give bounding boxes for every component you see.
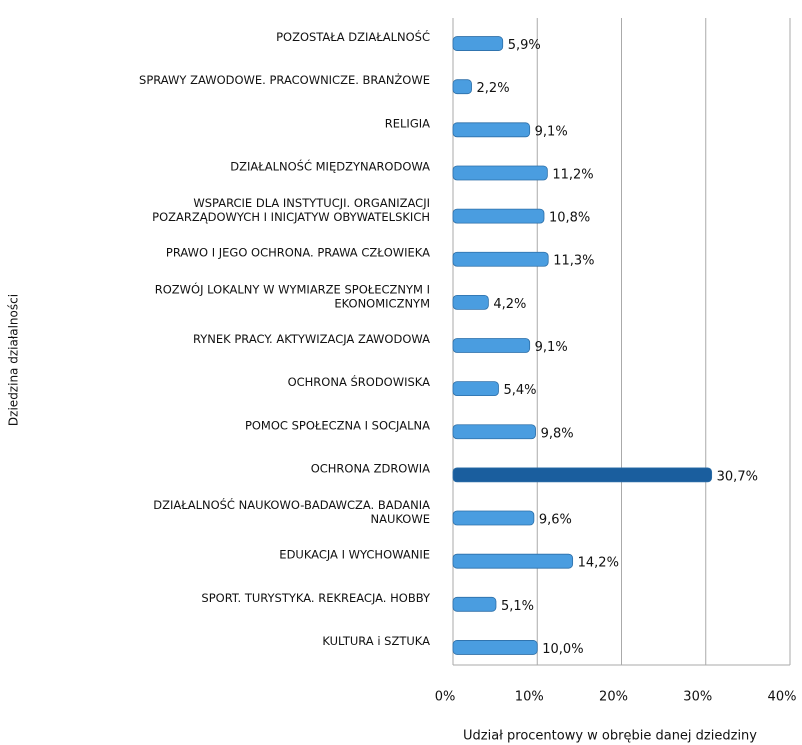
y-tick-label: WSPARCIE DLA INSTYTUCJI. ORGANIZACJI POZA… (152, 196, 430, 224)
bar (452, 338, 531, 353)
data-label: 9,1% (535, 340, 568, 355)
data-label: 4,2% (493, 297, 526, 312)
y-tick-label: EDUKACJA I WYCHOWANIE (279, 548, 430, 562)
bar (452, 467, 713, 483)
x-tick-label: 40% (768, 690, 797, 705)
data-label: 10,0% (542, 642, 583, 657)
bar (452, 553, 574, 569)
y-tick-label: ROZWÓJ LOKALNY W WYMIARZE SPOŁECZNYM I EK… (155, 281, 430, 310)
y-tick-label: SPORT. TURYSTYKA. REKREACJA. HOBBY (201, 591, 431, 605)
y-tick-label: KULTURA i SZTUKA (322, 634, 430, 648)
y-tick-label: SPRAWY ZAWODOWE. PRACOWNICZE. BRANŻOWE (139, 72, 430, 87)
data-label: 5,1% (501, 599, 534, 614)
bar (452, 381, 499, 397)
data-label: 10,8% (549, 211, 590, 226)
bar (452, 251, 549, 267)
y-axis-title: Dziedzina działalności (7, 294, 21, 426)
x-tick-label: 10% (515, 690, 544, 705)
bar (452, 424, 536, 440)
bar (452, 596, 497, 612)
bar (452, 36, 504, 51)
y-tick-label: POMOC SPOŁECZNA I SOCJALNA (245, 418, 430, 432)
bar (452, 165, 548, 181)
x-axis-title: Udział procentowy w obrębie danej dziedz… (463, 729, 757, 744)
bar (452, 510, 535, 526)
data-label: 11,3% (553, 254, 594, 269)
bar (452, 640, 538, 655)
bar (452, 79, 472, 95)
bar (452, 122, 531, 138)
y-tick-label: OCHRONA ZDROWIA (311, 461, 430, 475)
y-tick-label: PRAWO I JEGO OCHRONA. PRAWA CZŁOWIEKA (166, 246, 430, 260)
y-tick-label: RYNEK PRACY. AKTYWIZACJA ZAWODOWA (193, 332, 430, 346)
data-label: 5,9% (508, 38, 541, 53)
y-tick-label: RELIGIA (385, 116, 430, 130)
y-tick-label: DZIAŁALNOŚĆ NAUKOWO-BADAWCZA. BADANIA NAU… (153, 497, 430, 526)
bar (452, 294, 489, 310)
data-label: 9,6% (539, 513, 572, 528)
y-tick-label: DZIAŁALNOŚĆ MIĘDZYNARODOWA (230, 158, 430, 173)
data-label: 9,8% (541, 426, 574, 441)
x-tick-label: 30% (683, 690, 712, 705)
bar (452, 208, 545, 224)
x-tick-label: 0% (435, 690, 456, 705)
y-tick-label: OCHRONA ŚRODOWISKA (288, 374, 431, 389)
data-label: 11,2% (552, 167, 593, 182)
data-label: 14,2% (578, 556, 619, 571)
data-label: 2,2% (477, 81, 510, 96)
data-label: 30,7% (717, 469, 758, 484)
data-label: 9,1% (535, 124, 568, 139)
x-tick-label: 20% (599, 690, 628, 705)
data-label: 5,4% (503, 383, 536, 398)
y-tick-label: POZOSTAŁA DZIAŁALNOŚĆ (276, 29, 430, 44)
